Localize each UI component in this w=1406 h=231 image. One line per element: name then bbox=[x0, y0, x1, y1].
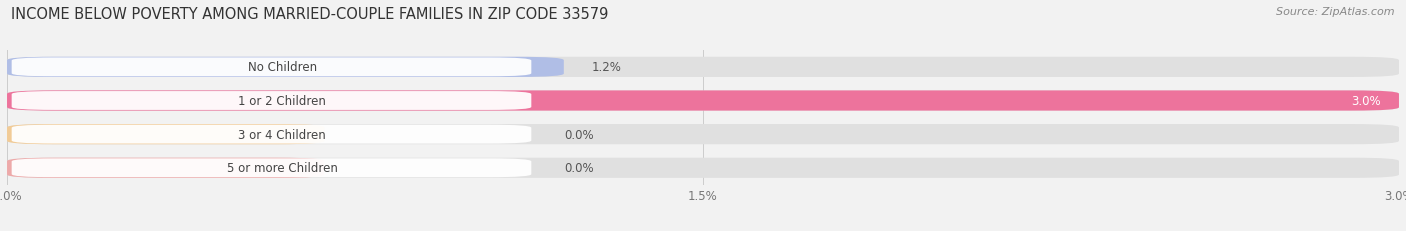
Text: 3.0%: 3.0% bbox=[1351, 94, 1381, 108]
FancyBboxPatch shape bbox=[7, 91, 1399, 111]
FancyBboxPatch shape bbox=[7, 91, 1399, 111]
FancyBboxPatch shape bbox=[11, 58, 531, 77]
Text: 3 or 4 Children: 3 or 4 Children bbox=[238, 128, 326, 141]
Text: 0.0%: 0.0% bbox=[564, 128, 593, 141]
FancyBboxPatch shape bbox=[11, 92, 531, 110]
Text: 1.2%: 1.2% bbox=[592, 61, 621, 74]
FancyBboxPatch shape bbox=[7, 158, 325, 178]
FancyBboxPatch shape bbox=[7, 158, 1399, 178]
Text: 5 or more Children: 5 or more Children bbox=[226, 161, 337, 175]
Text: 0.0%: 0.0% bbox=[564, 161, 593, 175]
FancyBboxPatch shape bbox=[7, 58, 564, 78]
FancyBboxPatch shape bbox=[7, 58, 1399, 78]
FancyBboxPatch shape bbox=[11, 159, 531, 177]
FancyBboxPatch shape bbox=[7, 125, 1399, 145]
Text: 1 or 2 Children: 1 or 2 Children bbox=[238, 94, 326, 108]
Text: Source: ZipAtlas.com: Source: ZipAtlas.com bbox=[1277, 7, 1395, 17]
Text: No Children: No Children bbox=[247, 61, 316, 74]
FancyBboxPatch shape bbox=[7, 125, 325, 145]
FancyBboxPatch shape bbox=[11, 125, 531, 144]
Text: INCOME BELOW POVERTY AMONG MARRIED-COUPLE FAMILIES IN ZIP CODE 33579: INCOME BELOW POVERTY AMONG MARRIED-COUPL… bbox=[11, 7, 609, 22]
